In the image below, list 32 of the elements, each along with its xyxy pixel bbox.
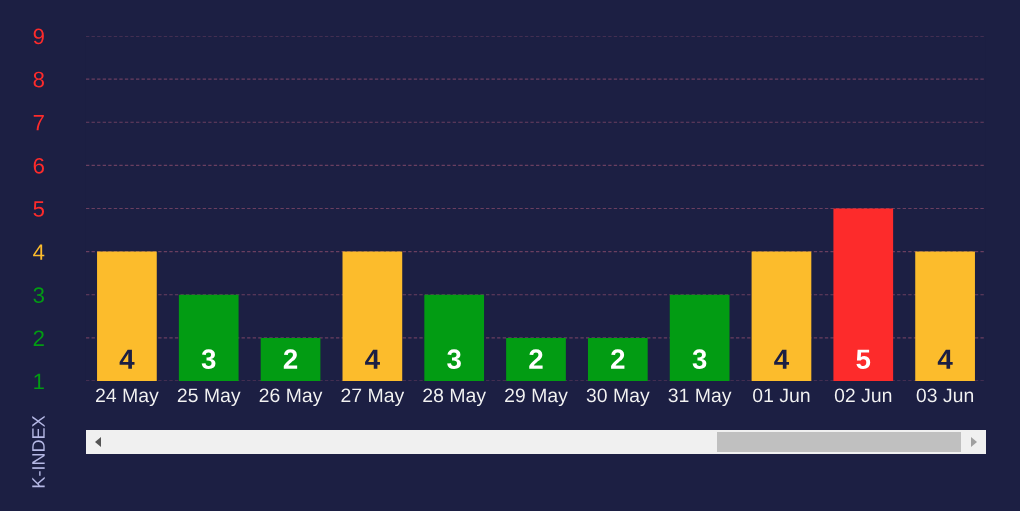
x-tick-label: 02 Jun — [834, 388, 892, 403]
x-tick-label: 25 May — [177, 388, 241, 407]
y-tick-label: 5 — [33, 201, 45, 217]
x-tick-label: 26 May — [259, 388, 323, 407]
data-label: 3 — [692, 349, 707, 370]
x-tick-label: 03 Jun — [916, 388, 974, 403]
data-label: 2 — [611, 349, 625, 369]
x-tick-label: 29 May — [505, 388, 568, 407]
data-label: 4 — [365, 349, 380, 369]
data-label: 4 — [937, 349, 953, 369]
y-tick-label: 2 — [33, 330, 44, 346]
y-tick-label: 3 — [33, 287, 44, 304]
y-tick-label: 6 — [33, 157, 44, 174]
y-tick-label: 4 — [33, 244, 45, 260]
data-label: 3 — [201, 349, 216, 370]
data-label: 2 — [283, 349, 298, 369]
x-tick-label: 28 May — [423, 388, 487, 407]
x-tick-label: 30 May — [586, 388, 650, 407]
y-tick-label: 7 — [33, 115, 44, 131]
y-tick-label: 1 — [34, 373, 44, 390]
x-tick-label: 01 Jun — [753, 388, 810, 403]
x-tick-label: 27 May — [341, 388, 405, 407]
x-tick-label: 31 May — [668, 388, 732, 407]
data-label: 3 — [447, 349, 461, 370]
data-label: 2 — [529, 349, 543, 369]
y-tick-label: 9 — [33, 28, 44, 45]
x-tick-label: 24 May — [96, 388, 159, 407]
data-label: 5 — [856, 349, 871, 370]
data-label: 4 — [774, 349, 790, 369]
y-tick-label: 8 — [33, 71, 44, 88]
data-label: 4 — [119, 349, 135, 369]
y-axis-title: K-INDEX — [32, 415, 45, 488]
